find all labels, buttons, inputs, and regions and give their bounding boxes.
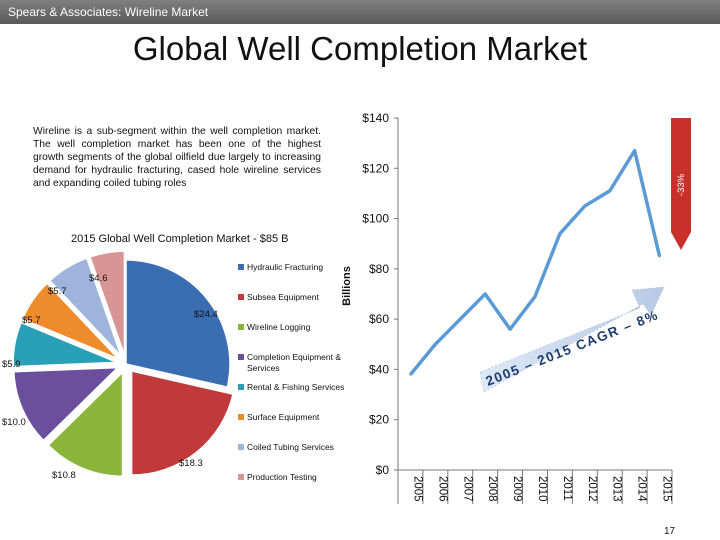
legend-swatch [238, 264, 244, 270]
pie-slice [21, 282, 120, 360]
line-chart: $0 $20 $40 $60 $80 $100 $120 $140 2005 2006 2007 20… [341, 111, 691, 504]
x-tick-label: 2005 [411, 476, 423, 502]
pie-value-label: $5.7 [48, 286, 67, 297]
series-line [409, 148, 662, 376]
y-axis-title: Billions [341, 266, 353, 306]
pie-value-label: $4.6 [89, 273, 108, 284]
series-point [658, 255, 661, 258]
series-point [459, 317, 462, 321]
pie-title: 2015 Global Well Completion Market - $85… [71, 233, 288, 245]
y-tick-label: $0 [376, 463, 390, 477]
slide-title: Global Well Completion Market [132, 30, 588, 67]
pie-slice [13, 366, 120, 442]
x-tick-label: 2012 [586, 476, 598, 502]
legend-swatch [238, 414, 244, 420]
pie-slice [47, 370, 124, 478]
x-tick-label: 2010 [536, 476, 548, 502]
x-tick-label: 2014 [636, 476, 648, 502]
series-point [483, 292, 487, 296]
decline-arrow [671, 118, 691, 250]
x-tick-label: 2015 [661, 476, 673, 502]
y-tick-label: $140 [362, 111, 389, 125]
pie-value-label: $10.8 [52, 470, 76, 481]
y-tick-label: $100 [362, 212, 389, 226]
pie-slice [130, 370, 234, 476]
series-point [508, 328, 512, 331]
legend-swatch [238, 294, 244, 300]
cagr-annotation: 2005 – 2015 CAGR – 8% [484, 307, 661, 389]
x-tick-label: 2011 [561, 476, 573, 501]
series-point [558, 232, 562, 235]
y-tick-label: $40 [369, 362, 389, 376]
series-point [409, 373, 412, 376]
legend-label: Wireline Logging [247, 322, 311, 332]
decline-annotation: -33% [676, 173, 687, 196]
series-point [434, 343, 437, 346]
description-text: Wireline is a sub-segment within the wel… [33, 126, 321, 189]
pie-value-label: $18.3 [179, 458, 203, 469]
legend-swatch [238, 444, 244, 450]
y-tick-label: $20 [369, 413, 389, 427]
legend-swatch [238, 384, 244, 390]
header-title: Spears & Associates: Wireline Market [8, 5, 209, 19]
series-point [608, 189, 611, 193]
series-point [583, 204, 587, 208]
pie-value-label: $24.4 [194, 309, 218, 320]
pie-chart: 2015 Global Well Completion Market - $85… [2, 233, 344, 482]
y-tick-label: $60 [369, 312, 389, 326]
page-number: 17 [664, 526, 676, 537]
legend-label: Surface Equipment [247, 412, 320, 422]
pie-slice [48, 257, 123, 357]
pie-value-label: $5.9 [2, 359, 21, 370]
series-point [633, 149, 636, 152]
legend-swatch [238, 354, 244, 360]
pie-slice [125, 259, 231, 389]
y-tick-label: $120 [362, 161, 389, 175]
y-tick-label: $80 [369, 262, 389, 276]
legend-label-line1: Completion Equipment & [247, 352, 341, 362]
x-tick-label: 2007 [461, 476, 473, 502]
cagr-arrow [479, 286, 665, 393]
legend-swatch [238, 324, 244, 330]
x-tick-label: 2009 [511, 476, 523, 502]
legend-label: Subsea Equipment [247, 292, 319, 302]
legend-label: Rental & Fishing Services [247, 382, 344, 392]
pie-slice [88, 250, 126, 356]
legend-label: Production Testing [247, 472, 317, 482]
legend-label: Coiled Tubing Services [247, 442, 334, 452]
x-tick-label: 2013 [611, 476, 623, 502]
legend-label: Hydraulic Fracturing [247, 262, 323, 272]
x-tick-label: 2008 [486, 476, 498, 502]
pie-slice [12, 321, 118, 368]
series-point [533, 295, 537, 298]
pie-value-label: $5.7 [22, 315, 41, 326]
x-tick-label: 2006 [436, 476, 448, 502]
legend-swatch [238, 474, 244, 480]
legend-label-line2: Services [247, 363, 280, 373]
header-bar: Spears & Associates: Wireline Market [0, 0, 720, 24]
pie-value-label: $10.0 [2, 417, 26, 428]
